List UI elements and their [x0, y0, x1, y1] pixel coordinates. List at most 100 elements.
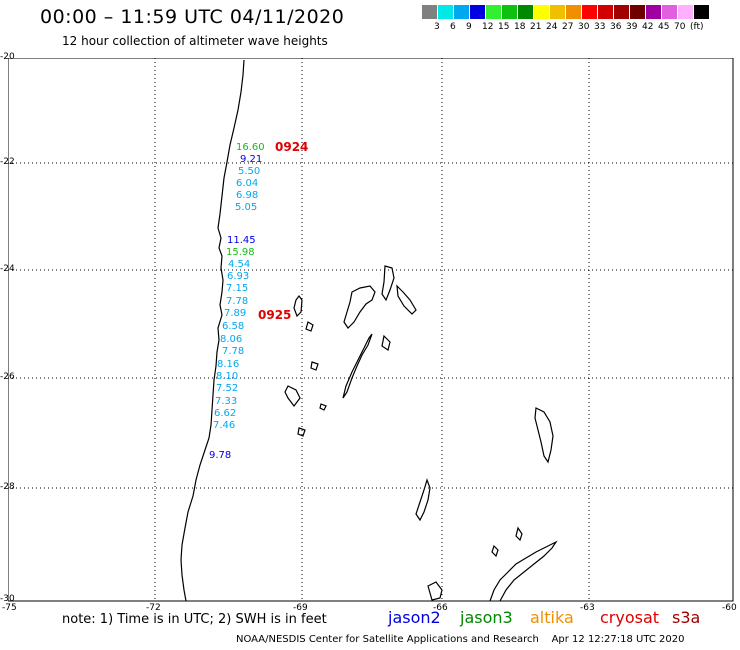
scale-swatch	[598, 5, 614, 19]
satellite-label-jason2: jason2	[388, 608, 441, 627]
island-12	[534, 407, 554, 464]
scale-swatch	[438, 5, 454, 19]
island-9	[284, 385, 301, 407]
scale-swatch	[678, 5, 694, 19]
scale-swatch	[518, 5, 534, 19]
x-tick-label: -75	[2, 603, 17, 613]
scale-swatch	[614, 5, 630, 19]
wave-height-value: 9.21	[240, 154, 263, 165]
wave-height-value: 6.62	[214, 408, 237, 419]
wave-height-value: 8.16	[217, 359, 240, 370]
y-tick-label: -28	[0, 482, 15, 492]
y-tick-label: -22	[0, 157, 15, 167]
scale-label: 45	[658, 22, 670, 32]
wave-height-value: 11.45	[227, 235, 256, 246]
y-tick-label: -20	[0, 52, 15, 62]
coastline	[180, 59, 558, 602]
wave-height-value: 8.06	[220, 334, 243, 345]
scale-swatch	[582, 5, 598, 19]
satellite-label-jason3: jason3	[460, 608, 513, 627]
scale-label: 9	[466, 22, 472, 32]
island-10	[319, 403, 327, 411]
x-tick-label: -63	[580, 603, 595, 613]
pass-time-label: 0924	[275, 140, 309, 154]
wave-height-value: 6.93	[227, 271, 250, 282]
footnote: note: 1) Time is in UTC; 2) SWH is in fe…	[62, 612, 327, 627]
scale-label: 15	[498, 22, 510, 32]
wave-height-value: 7.46	[213, 420, 236, 431]
wave-height-value: 8.10	[216, 371, 239, 382]
scale-label: 3	[434, 22, 440, 32]
grid-lines	[8, 58, 733, 601]
island-5	[342, 333, 373, 399]
scale-label: 18	[514, 22, 526, 32]
island-14	[515, 526, 523, 542]
island-3	[343, 285, 376, 329]
island-11	[297, 427, 306, 437]
credit-line: NOAA/NESDIS Center for Satellite Applica…	[236, 634, 685, 645]
wave-height-value: 5.50	[238, 166, 261, 177]
southern-coast	[489, 540, 558, 602]
scale-swatch	[646, 5, 662, 19]
color-scale-bar	[422, 5, 710, 19]
wave-height-value: 16.60	[236, 142, 265, 153]
island-15	[491, 544, 499, 558]
satellite-label-s3a: s3a	[672, 608, 701, 627]
x-tick-label: -66	[433, 603, 448, 613]
x-tick-label: -60	[722, 603, 737, 613]
scale-label: (ft)	[690, 22, 704, 32]
scale-swatch	[486, 5, 502, 19]
scale-label: 39	[626, 22, 638, 32]
x-tick-label: -69	[293, 603, 308, 613]
scale-label: 21	[530, 22, 542, 32]
wave-height-value: 15.98	[226, 247, 255, 258]
scale-label: 24	[546, 22, 558, 32]
wave-height-value: 7.78	[222, 346, 245, 357]
scale-label: 6	[450, 22, 456, 32]
scale-label: 70	[674, 22, 686, 32]
island-2	[305, 321, 314, 332]
scale-swatch	[550, 5, 566, 19]
wave-height-value: 6.04	[236, 178, 259, 189]
island-4	[381, 265, 395, 302]
scale-swatch	[566, 5, 582, 19]
scale-swatch	[630, 5, 646, 19]
scale-label: 27	[562, 22, 574, 32]
scale-label: 36	[610, 22, 622, 32]
wave-height-value: 6.98	[236, 190, 259, 201]
scale-label: 33	[594, 22, 606, 32]
wave-height-value: 9.78	[209, 450, 232, 461]
mainland-coast	[180, 59, 245, 602]
island-8	[310, 361, 319, 371]
wave-height-value: 7.78	[226, 296, 249, 307]
scale-swatch	[454, 5, 470, 19]
chart-subtitle: 12 hour collection of altimeter wave hei…	[62, 34, 328, 48]
y-tick-label: -26	[0, 372, 15, 382]
y-tick-label: -24	[0, 264, 15, 274]
pass-time-label: 0925	[258, 308, 292, 322]
scale-swatch	[534, 5, 550, 19]
map-plot	[8, 58, 734, 602]
south-island	[427, 581, 443, 601]
wave-height-value: 7.33	[215, 396, 238, 407]
wave-height-value: 7.52	[216, 383, 239, 394]
y-tick-label: -30	[0, 594, 15, 604]
wave-height-value: 5.05	[235, 202, 258, 213]
island-1	[293, 295, 303, 318]
island-6	[396, 284, 417, 315]
satellite-label-cryosat: cryosat	[600, 608, 660, 627]
wave-height-value: 4.54	[228, 259, 251, 270]
scale-label: 30	[578, 22, 590, 32]
wave-height-value: 7.15	[226, 283, 249, 294]
x-tick-label: -72	[146, 603, 161, 613]
scale-swatch	[422, 5, 438, 19]
chart-title: 00:00 – 11:59 UTC 04/11/2020	[40, 6, 345, 28]
island-7	[381, 334, 391, 351]
scale-swatch	[502, 5, 518, 19]
scale-label: 42	[642, 22, 654, 32]
scale-swatch	[662, 5, 678, 19]
scale-swatch	[694, 5, 710, 19]
wave-height-value: 6.58	[222, 321, 245, 332]
satellite-label-altika: altika	[530, 608, 574, 627]
island-13	[415, 478, 431, 522]
